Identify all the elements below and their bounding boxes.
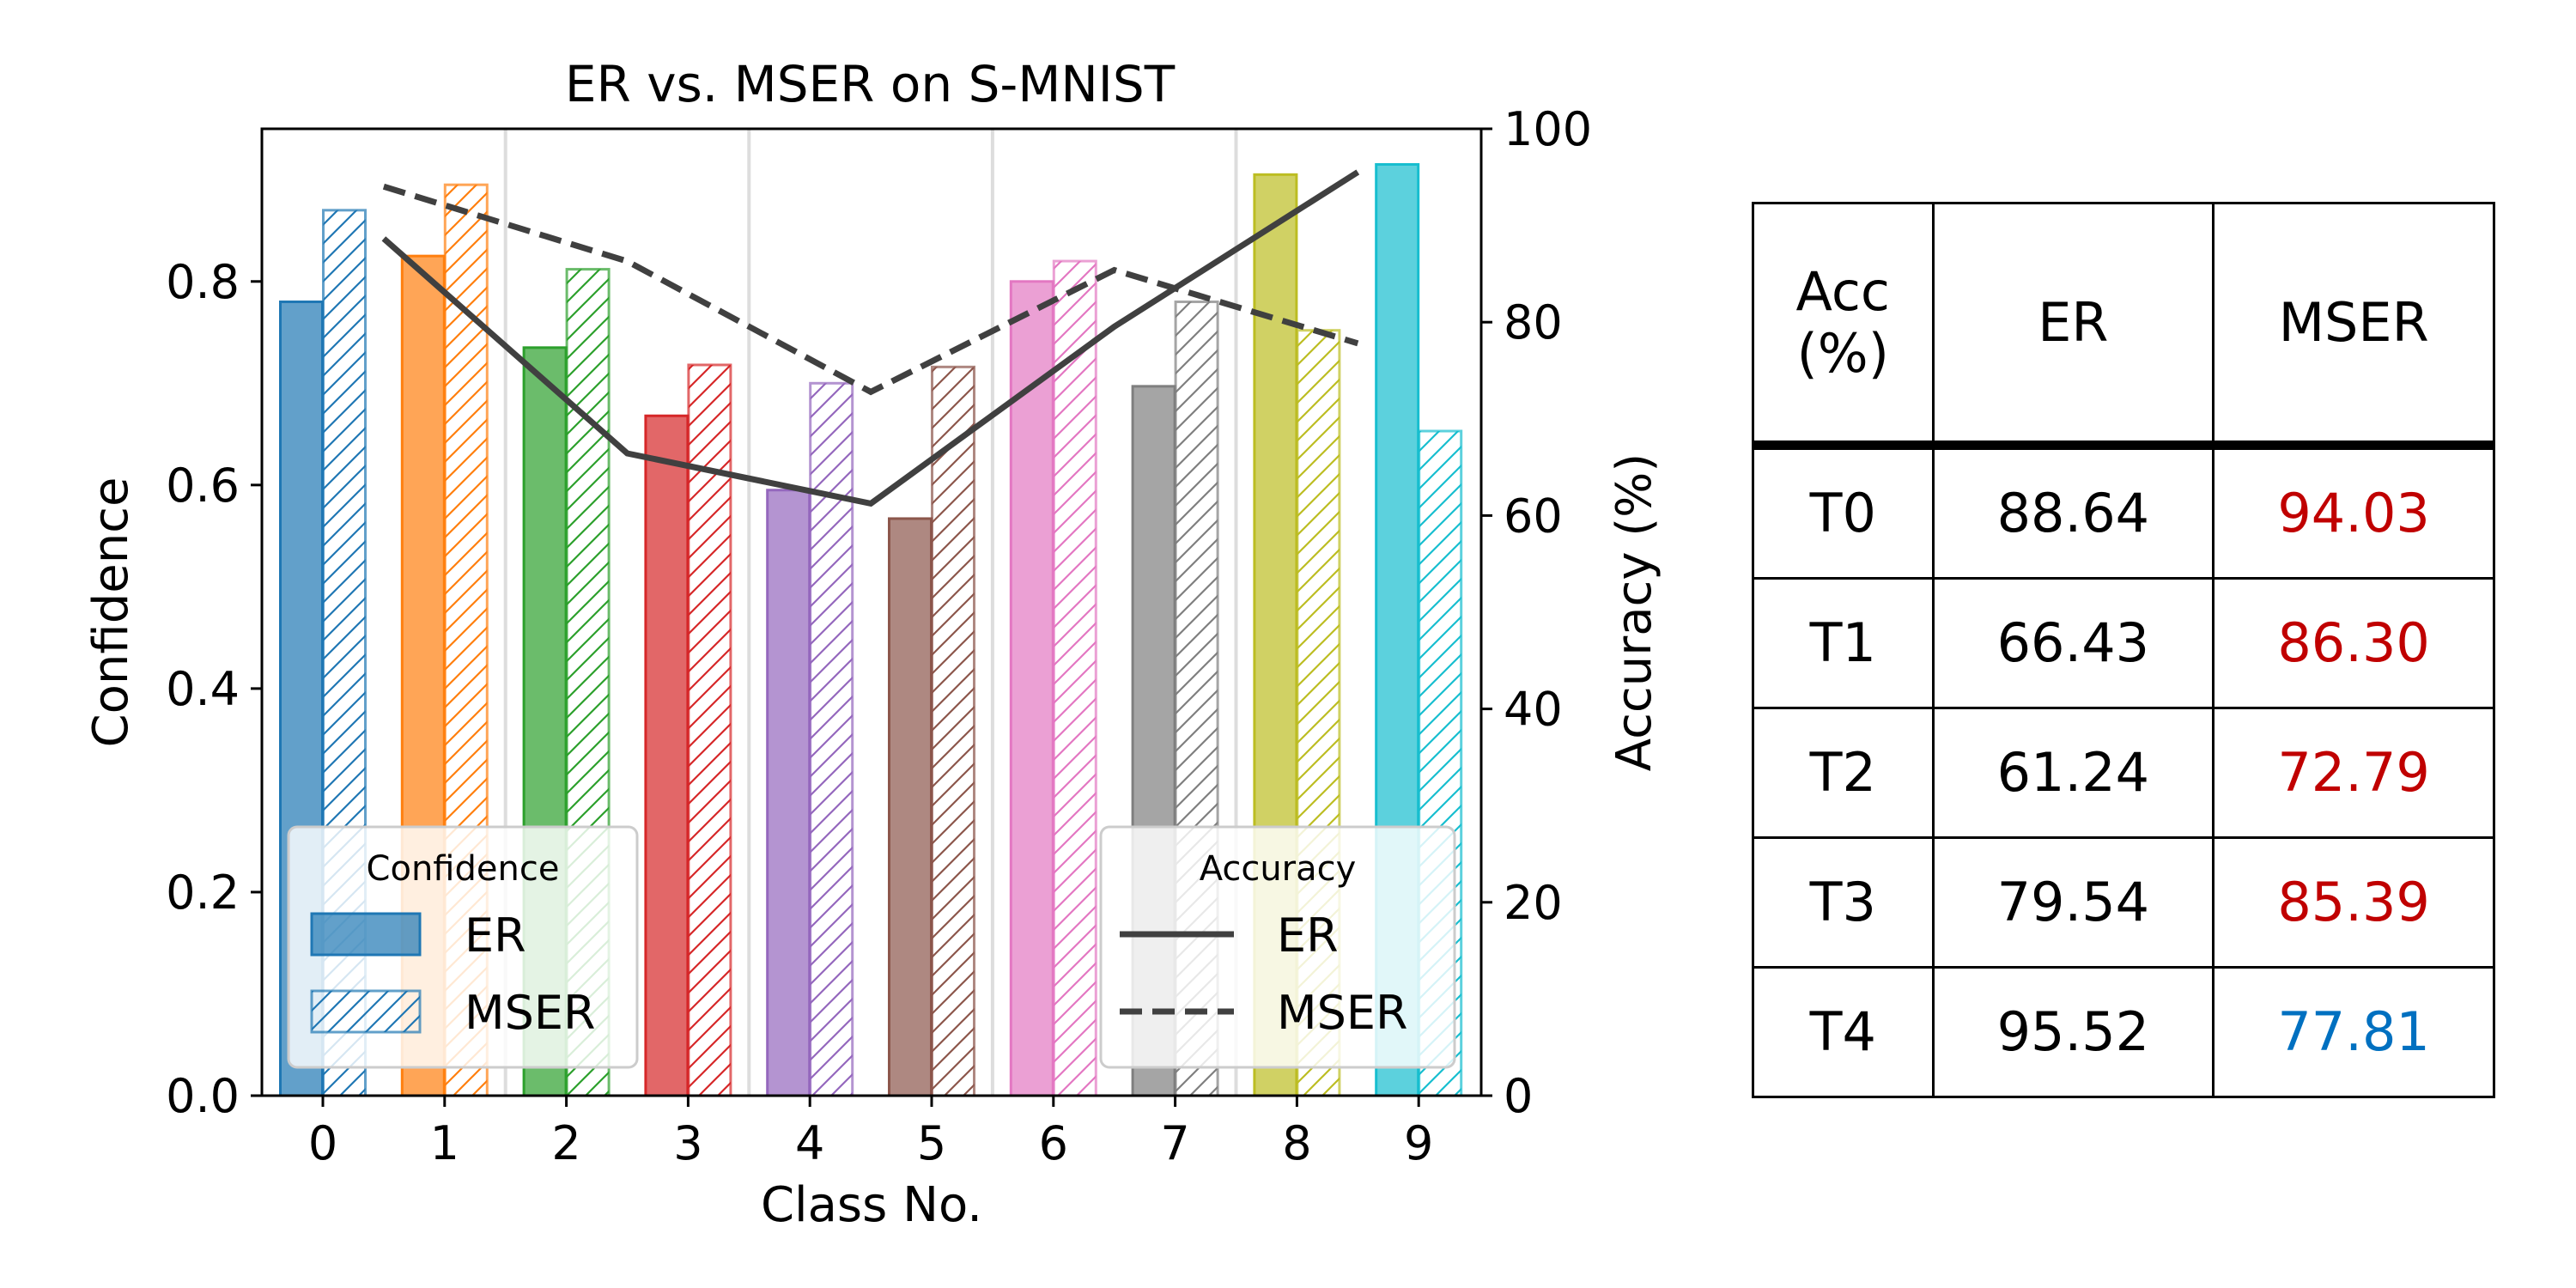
bar-er-class-3 [644, 414, 690, 1097]
table-cell-er: 61.24 [1931, 707, 2215, 839]
table-row: T2 61.24 72.79 [1752, 707, 2495, 839]
accuracy-table: Acc (%) ER MSER T0 88.64 94.03 T1 66.43 86.30… [1752, 202, 2495, 1098]
legend-label: ER [465, 908, 526, 963]
y-tick-label: 0.2 [166, 866, 240, 920]
table-cell-er: 88.64 [1931, 444, 2215, 580]
table-cell-mser: 94.03 [2212, 444, 2495, 580]
bar-mser-class-6 [1052, 259, 1097, 1097]
y-tick-label: 0.8 [166, 255, 240, 309]
y2-tick-label: 60 [1504, 489, 1563, 543]
bar-mser-class-5 [931, 365, 975, 1097]
y-axis-label: Confidence [83, 477, 139, 748]
table-cell-task: T3 [1752, 836, 1935, 969]
table-cell-task: T0 [1752, 444, 1935, 580]
table-row: T3 79.54 85.39 [1752, 836, 2495, 969]
legend-swatch-mser [310, 989, 422, 1034]
y-tick-label: 0.0 [166, 1069, 240, 1123]
y2-tick-label: 0 [1504, 1069, 1533, 1123]
table-row: T4 95.52 77.81 [1752, 966, 2495, 1098]
bar-er-class-4 [766, 489, 811, 1097]
table-cell-er: 95.52 [1931, 966, 2215, 1098]
table-header-er: ER [1931, 202, 2215, 450]
legend-box [1099, 825, 1456, 1069]
x-tick-label: 5 [917, 1116, 946, 1170]
accuracy-line-er [381, 169, 1360, 507]
legend-title: Accuracy [1200, 849, 1357, 889]
x-tick-label: 2 [551, 1116, 580, 1170]
x-tick-label: 9 [1404, 1116, 1433, 1170]
x-axis-label: Class No. [761, 1177, 982, 1233]
x-tick-label: 6 [1039, 1116, 1068, 1170]
table-cell-er: 79.54 [1931, 836, 2215, 969]
legend-label: MSER [465, 986, 596, 1040]
y-tick-label: 0.4 [166, 662, 240, 716]
chart-title: ER vs. MSER on S-MNIST [565, 55, 1176, 113]
table-cell-mser: 85.39 [2212, 836, 2495, 969]
table-header-acc: Acc (%) [1752, 202, 1935, 450]
x-tick-label: 1 [430, 1116, 459, 1170]
x-tick-label: 3 [673, 1116, 702, 1170]
y2-tick-label: 20 [1504, 876, 1563, 930]
table-cell-task: T1 [1752, 577, 1935, 709]
table-row: T1 66.43 86.30 [1752, 577, 2495, 709]
y2-tick-label: 80 [1504, 295, 1563, 349]
x-tick-label: 7 [1160, 1116, 1189, 1170]
table-header-mser: MSER [2212, 202, 2495, 450]
accuracy-line-mser [382, 183, 1359, 396]
y2-tick-label: 100 [1504, 102, 1592, 156]
table-row: T0 88.64 94.03 [1752, 444, 2495, 580]
legend-label: MSER [1277, 986, 1408, 1040]
y2-axis-label: Accuracy (%) [1607, 453, 1662, 771]
legend-confidence: Confidence ER MSER [287, 825, 639, 1069]
table-cell-task: T4 [1752, 966, 1935, 1098]
legend-title: Confidence [367, 849, 560, 889]
legend-swatch-er [310, 912, 422, 957]
x-tick-label: 0 [308, 1116, 337, 1170]
plot-frame [260, 127, 1483, 1097]
bar-mser-class-4 [809, 381, 854, 1097]
bar-er-class-5 [888, 517, 933, 1097]
x-tick-label: 4 [795, 1116, 824, 1170]
table-cell-mser: 72.79 [2212, 707, 2495, 839]
table-header-row: Acc (%) ER MSER [1752, 202, 2495, 450]
y-tick-label: 0.6 [166, 459, 240, 513]
table-cell-mser: 86.30 [2212, 577, 2495, 709]
x-tick-label: 8 [1282, 1116, 1311, 1170]
legend-label: ER [1277, 908, 1339, 963]
bar-mser-class-3 [687, 363, 732, 1097]
table-cell-er: 66.43 [1931, 577, 2215, 709]
legend-accuracy: Accuracy ER MSER [1099, 825, 1456, 1069]
table-cell-mser: 77.81 [2212, 966, 2495, 1098]
y2-tick-label: 40 [1504, 683, 1563, 737]
bar-er-class-6 [1009, 280, 1054, 1097]
table-cell-task: T2 [1752, 707, 1935, 839]
